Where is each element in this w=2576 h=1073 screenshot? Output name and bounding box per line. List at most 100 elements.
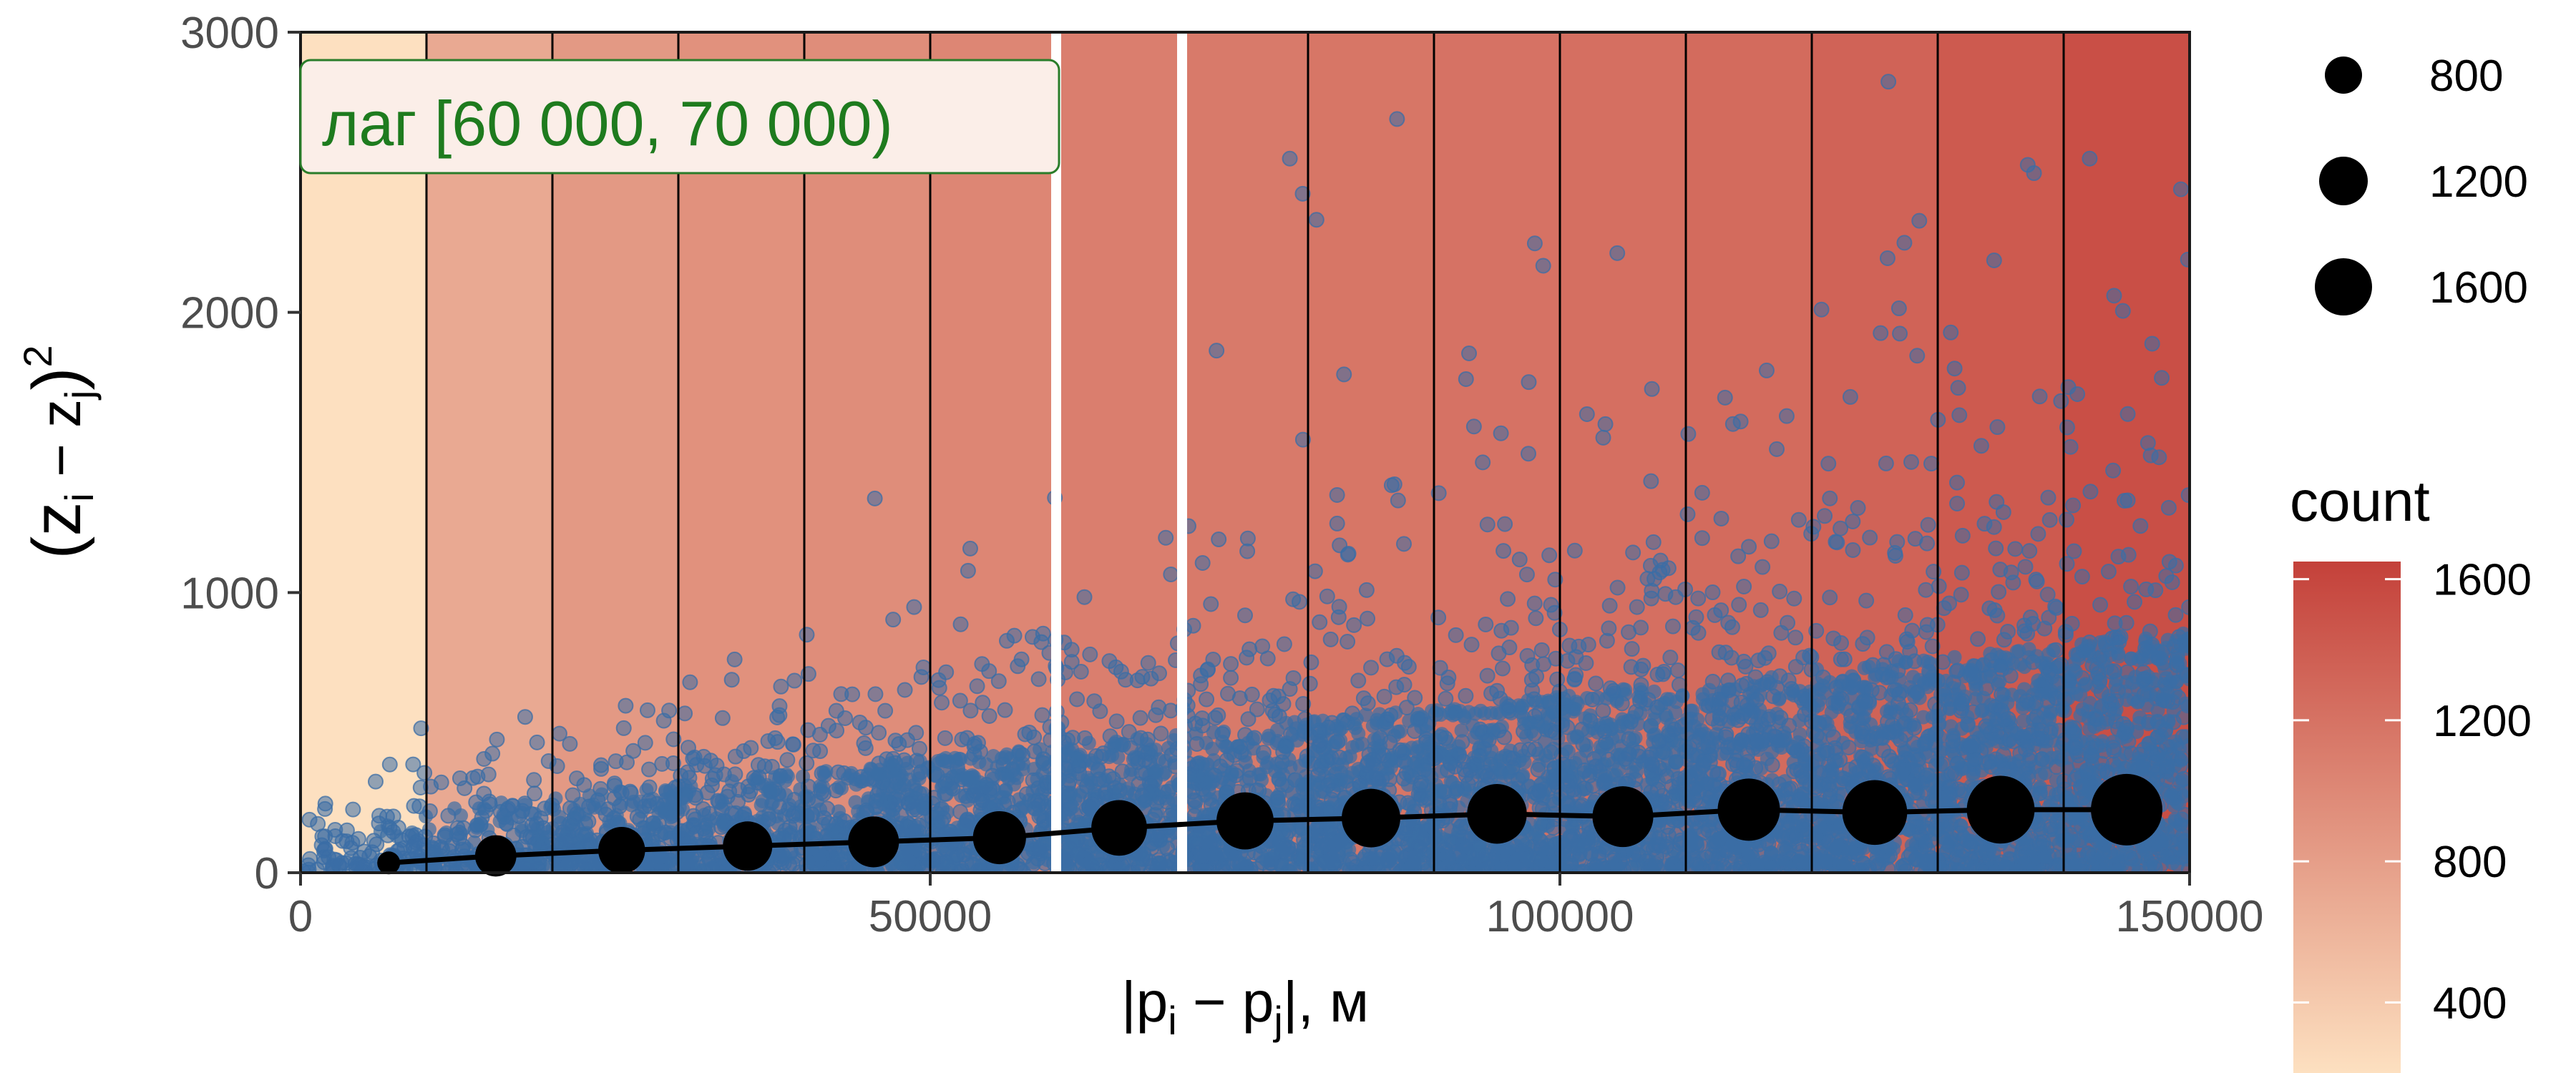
scatter-point: [2144, 335, 2160, 352]
scatter-point: [975, 695, 991, 711]
scatter-point: [1713, 602, 1729, 619]
scatter-point: [1199, 691, 1215, 707]
scatter-point: [1241, 641, 1258, 657]
scatter-point: [844, 686, 861, 702]
scatter-point: [726, 651, 743, 667]
scatter-point: [1458, 687, 1474, 704]
scatter-point: [1479, 667, 1496, 684]
scatter-point: [1858, 592, 1875, 609]
scatter-point: [1259, 650, 1276, 667]
scatter-point: [852, 714, 868, 730]
scatter-point: [1741, 539, 1757, 555]
scatter-point: [1285, 591, 1302, 607]
scatter-point: [1108, 659, 1124, 675]
scatter-point: [954, 731, 970, 748]
scatter-point: [2067, 725, 2082, 740]
scatter-point: [1595, 702, 1611, 719]
scatter-point: [934, 695, 950, 711]
scatter-point: [1389, 111, 1405, 127]
scatter-point: [799, 755, 815, 772]
scatter-point: [1475, 454, 1491, 471]
scatter-point: [1082, 646, 1098, 662]
scatter-point: [1535, 258, 1551, 274]
scatter-point: [1193, 667, 1209, 684]
scatter-point: [1140, 655, 1156, 671]
scatter-point: [317, 795, 333, 812]
scatter-point: [1543, 597, 1559, 613]
scatter-point: [1878, 455, 1894, 471]
scatter-point: [301, 857, 316, 873]
scatter-point: [1649, 666, 1666, 682]
scatter-point: [1108, 713, 1125, 730]
scatter-point: [1887, 547, 1903, 564]
scatter-point: [787, 850, 802, 865]
scatter-point: [1873, 325, 1889, 341]
scatter-point: [1903, 454, 1920, 470]
scatter-point: [465, 770, 482, 786]
scatter-point: [1752, 602, 1769, 618]
scatter-point: [1704, 584, 1721, 601]
scatter-point: [1694, 530, 1710, 547]
scatter-point: [1276, 636, 1292, 652]
scatter-point: [1736, 578, 1752, 594]
scatter-point: [2107, 615, 2123, 632]
scatter-point: [1355, 851, 1370, 866]
scatter-point: [1132, 710, 1148, 726]
scatter-point: [2123, 578, 2140, 594]
scatter-point: [2017, 559, 2034, 575]
scatter-point: [1833, 651, 1849, 667]
scatter-point: [1194, 554, 1211, 571]
scatter-point: [1645, 534, 1662, 550]
scatter-point: [454, 808, 469, 823]
scatter-point: [1360, 610, 1376, 627]
scatter-point: [1521, 374, 1537, 391]
scatter-point: [885, 612, 902, 628]
scatter-point: [1388, 679, 1405, 695]
scatter-point: [962, 702, 979, 719]
scatter-point: [1533, 642, 1550, 658]
scatter-point: [1355, 690, 1372, 707]
scatter-point: [1731, 597, 1747, 613]
scatter-point: [2019, 625, 2036, 642]
scatter-point: [1363, 660, 1380, 676]
scatter-point: [1822, 490, 1838, 506]
scatter-point: [1151, 665, 1168, 682]
scatter-point: [1282, 150, 1298, 167]
scatter-point: [2147, 582, 2164, 599]
scatter-point: [1448, 627, 1464, 643]
scatter-point: [2167, 607, 2184, 623]
scatter-point: [1842, 388, 1858, 405]
scatter-point: [785, 736, 801, 753]
scatter-point: [1568, 667, 1584, 683]
scatter-point: [1319, 588, 1335, 604]
scatter-point: [1430, 485, 1447, 501]
scatter-point: [1786, 590, 1802, 607]
scatter-point: [367, 773, 384, 790]
scatter-point: [494, 795, 509, 810]
scatter-point: [2000, 624, 2016, 640]
scatter-point: [1010, 658, 1026, 675]
scatter-point: [517, 709, 533, 725]
scatter-point: [1730, 548, 1747, 564]
scatter-point: [1986, 253, 2002, 269]
scatter-point: [1312, 614, 1328, 630]
scatter-point: [1646, 571, 1663, 587]
scatter-point: [1643, 590, 1659, 607]
scatter-point: [1973, 438, 1989, 454]
scatter-point: [1308, 212, 1324, 228]
scatter-point: [551, 725, 567, 742]
scatter-point: [1879, 250, 1896, 266]
scatter-point: [618, 697, 634, 714]
scatter-point: [1134, 669, 1151, 685]
scatter-point: [1203, 596, 1219, 612]
scatter-point: [871, 725, 887, 741]
scatter-point: [1880, 74, 1897, 90]
scatter-point: [1897, 607, 1913, 623]
scatter-point: [723, 672, 740, 688]
scatter-point: [997, 702, 1013, 718]
scatter-point: [2021, 543, 2038, 559]
scatter-point: [1458, 371, 1474, 387]
scatter-point: [1237, 607, 1254, 624]
scatter-point: [2053, 393, 2069, 409]
scatter-point: [1033, 839, 1048, 854]
